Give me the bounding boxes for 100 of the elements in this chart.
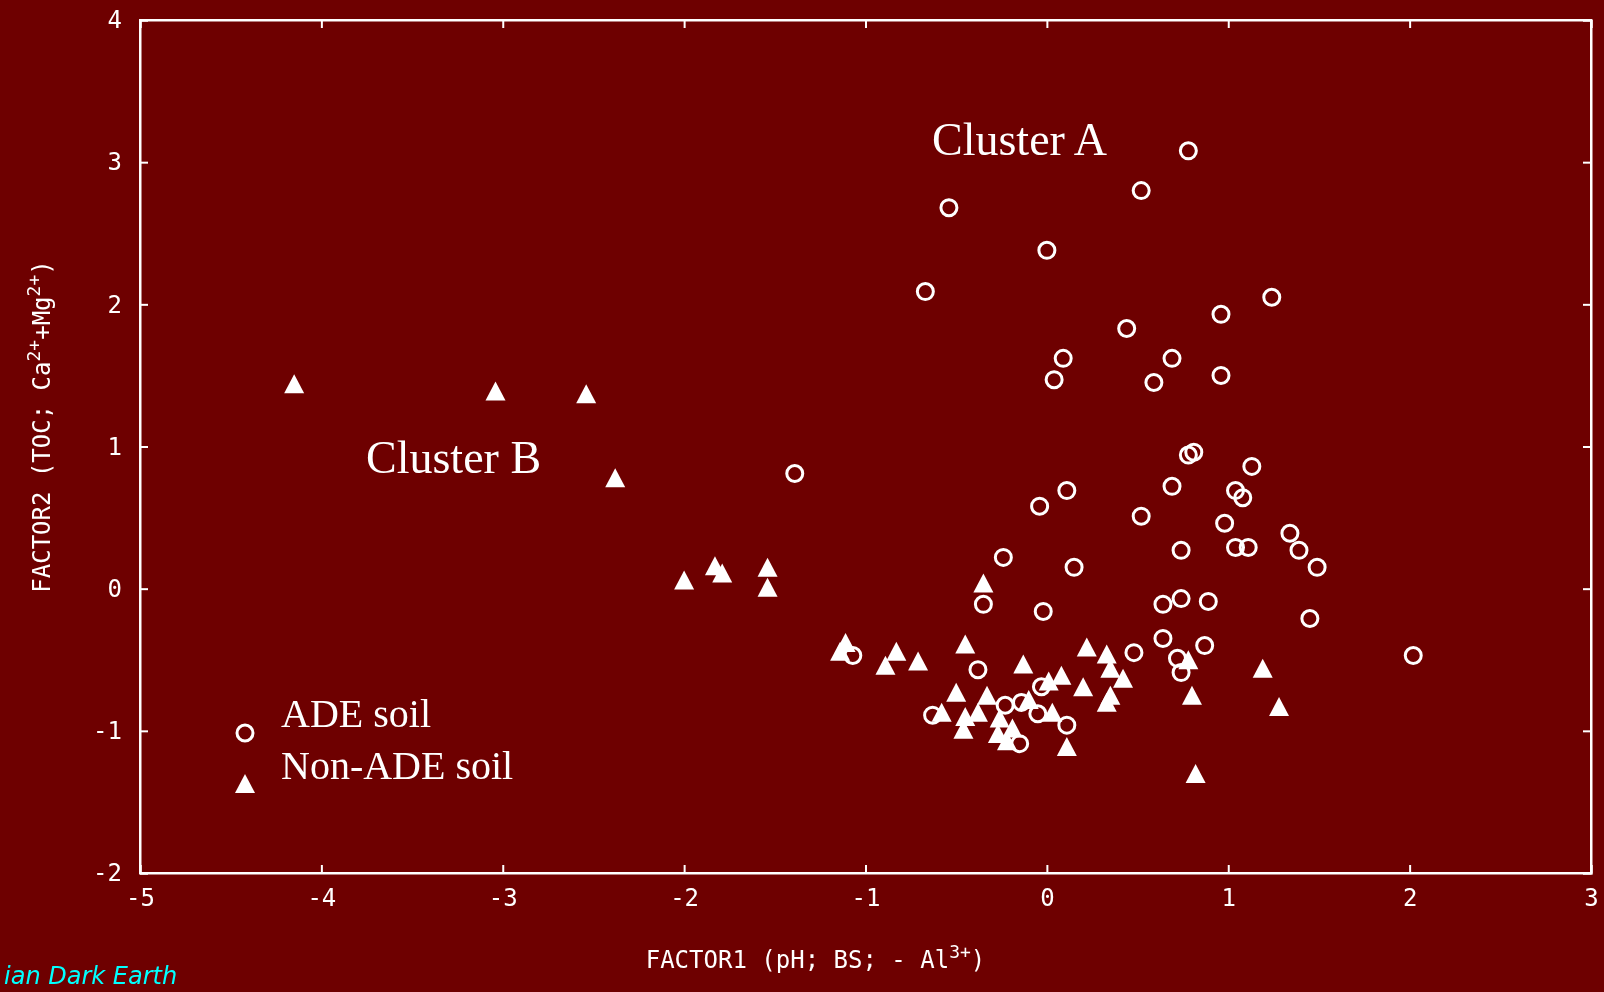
point xyxy=(1064,557,1084,577)
point xyxy=(1233,488,1253,508)
point xyxy=(886,641,907,661)
x-tick-label: 0 xyxy=(1040,884,1055,913)
y-tick-label: -2 xyxy=(93,859,122,888)
point xyxy=(1144,373,1164,393)
point xyxy=(1056,736,1077,756)
point xyxy=(908,651,929,671)
y-tick-label: 3 xyxy=(107,148,122,177)
point xyxy=(993,547,1013,567)
point xyxy=(1211,365,1231,385)
point xyxy=(1167,648,1187,668)
point xyxy=(915,282,935,302)
point xyxy=(485,381,506,401)
point xyxy=(1238,537,1258,557)
point xyxy=(1037,240,1057,260)
y-tick-label: 0 xyxy=(107,574,122,603)
point xyxy=(946,682,967,702)
point xyxy=(1153,628,1173,648)
point xyxy=(674,570,695,590)
point xyxy=(1131,181,1151,201)
x-tick-label: 2 xyxy=(1402,884,1418,913)
point xyxy=(1242,456,1262,476)
point xyxy=(605,468,626,488)
point xyxy=(830,641,851,661)
x-tick-label: -4 xyxy=(307,884,337,913)
x-tick-label: 1 xyxy=(1221,884,1236,913)
point xyxy=(1096,644,1117,664)
point xyxy=(1013,654,1034,674)
y-tick-label: -1 xyxy=(93,717,122,746)
point xyxy=(1057,481,1077,501)
point xyxy=(1178,650,1199,670)
point xyxy=(1307,557,1327,577)
point xyxy=(1018,689,1039,709)
point xyxy=(1031,677,1051,697)
point xyxy=(1011,692,1031,712)
y-tick-label: 2 xyxy=(107,290,122,319)
point xyxy=(1131,506,1151,526)
point xyxy=(576,384,597,404)
point xyxy=(757,577,778,597)
point xyxy=(1185,763,1206,783)
point xyxy=(1162,476,1182,496)
point xyxy=(1289,540,1309,560)
point xyxy=(1153,594,1173,614)
point xyxy=(1010,734,1030,754)
point xyxy=(1053,348,1073,368)
point xyxy=(1171,663,1191,683)
annotation: Cluster B xyxy=(366,432,542,483)
point xyxy=(1051,665,1072,685)
point xyxy=(955,707,976,727)
point xyxy=(973,594,993,614)
text: ian Dark Earth xyxy=(4,962,178,990)
point xyxy=(1117,319,1137,338)
point xyxy=(995,695,1015,715)
point xyxy=(1280,523,1300,543)
point xyxy=(967,702,988,722)
point xyxy=(973,573,994,593)
point xyxy=(1269,697,1290,717)
point xyxy=(1211,304,1231,324)
point xyxy=(1038,671,1059,691)
point xyxy=(1262,287,1282,307)
point xyxy=(1124,643,1144,663)
y-tick-label: 4 xyxy=(107,6,122,35)
x-tick-label: 3 xyxy=(1584,884,1599,913)
x-tick-label: -1 xyxy=(851,884,881,913)
legend-label: ADE soil xyxy=(281,691,431,736)
point xyxy=(1171,589,1191,609)
point xyxy=(1113,668,1134,688)
point xyxy=(284,374,305,394)
x-axis-title: FACTOR1 (pH; BS; - Al$^{3+}$) xyxy=(645,940,986,974)
point xyxy=(939,198,959,218)
point xyxy=(1195,636,1215,656)
point xyxy=(1226,481,1246,501)
point xyxy=(931,702,952,722)
point xyxy=(1181,685,1202,705)
point xyxy=(1073,677,1094,697)
point xyxy=(1096,692,1117,712)
point xyxy=(875,655,896,675)
point xyxy=(1184,442,1204,462)
point xyxy=(1252,658,1273,678)
x-tick-label: -2 xyxy=(670,884,700,913)
x-tick-label: -3 xyxy=(488,884,518,913)
point xyxy=(843,645,863,665)
point xyxy=(1162,348,1182,368)
x-tick-label: -5 xyxy=(126,884,155,913)
point xyxy=(1300,609,1320,629)
point xyxy=(757,557,778,577)
point xyxy=(989,708,1010,728)
point xyxy=(955,634,976,654)
point xyxy=(1057,715,1077,735)
point xyxy=(1076,637,1097,657)
point xyxy=(977,685,998,705)
point xyxy=(785,464,805,484)
legend-label: Non-ADE soil xyxy=(281,743,514,788)
point xyxy=(1033,601,1053,621)
point xyxy=(1226,537,1246,557)
point xyxy=(1215,513,1235,533)
point xyxy=(968,660,988,680)
annotation: Cluster A xyxy=(932,114,1108,165)
point xyxy=(1178,141,1198,161)
